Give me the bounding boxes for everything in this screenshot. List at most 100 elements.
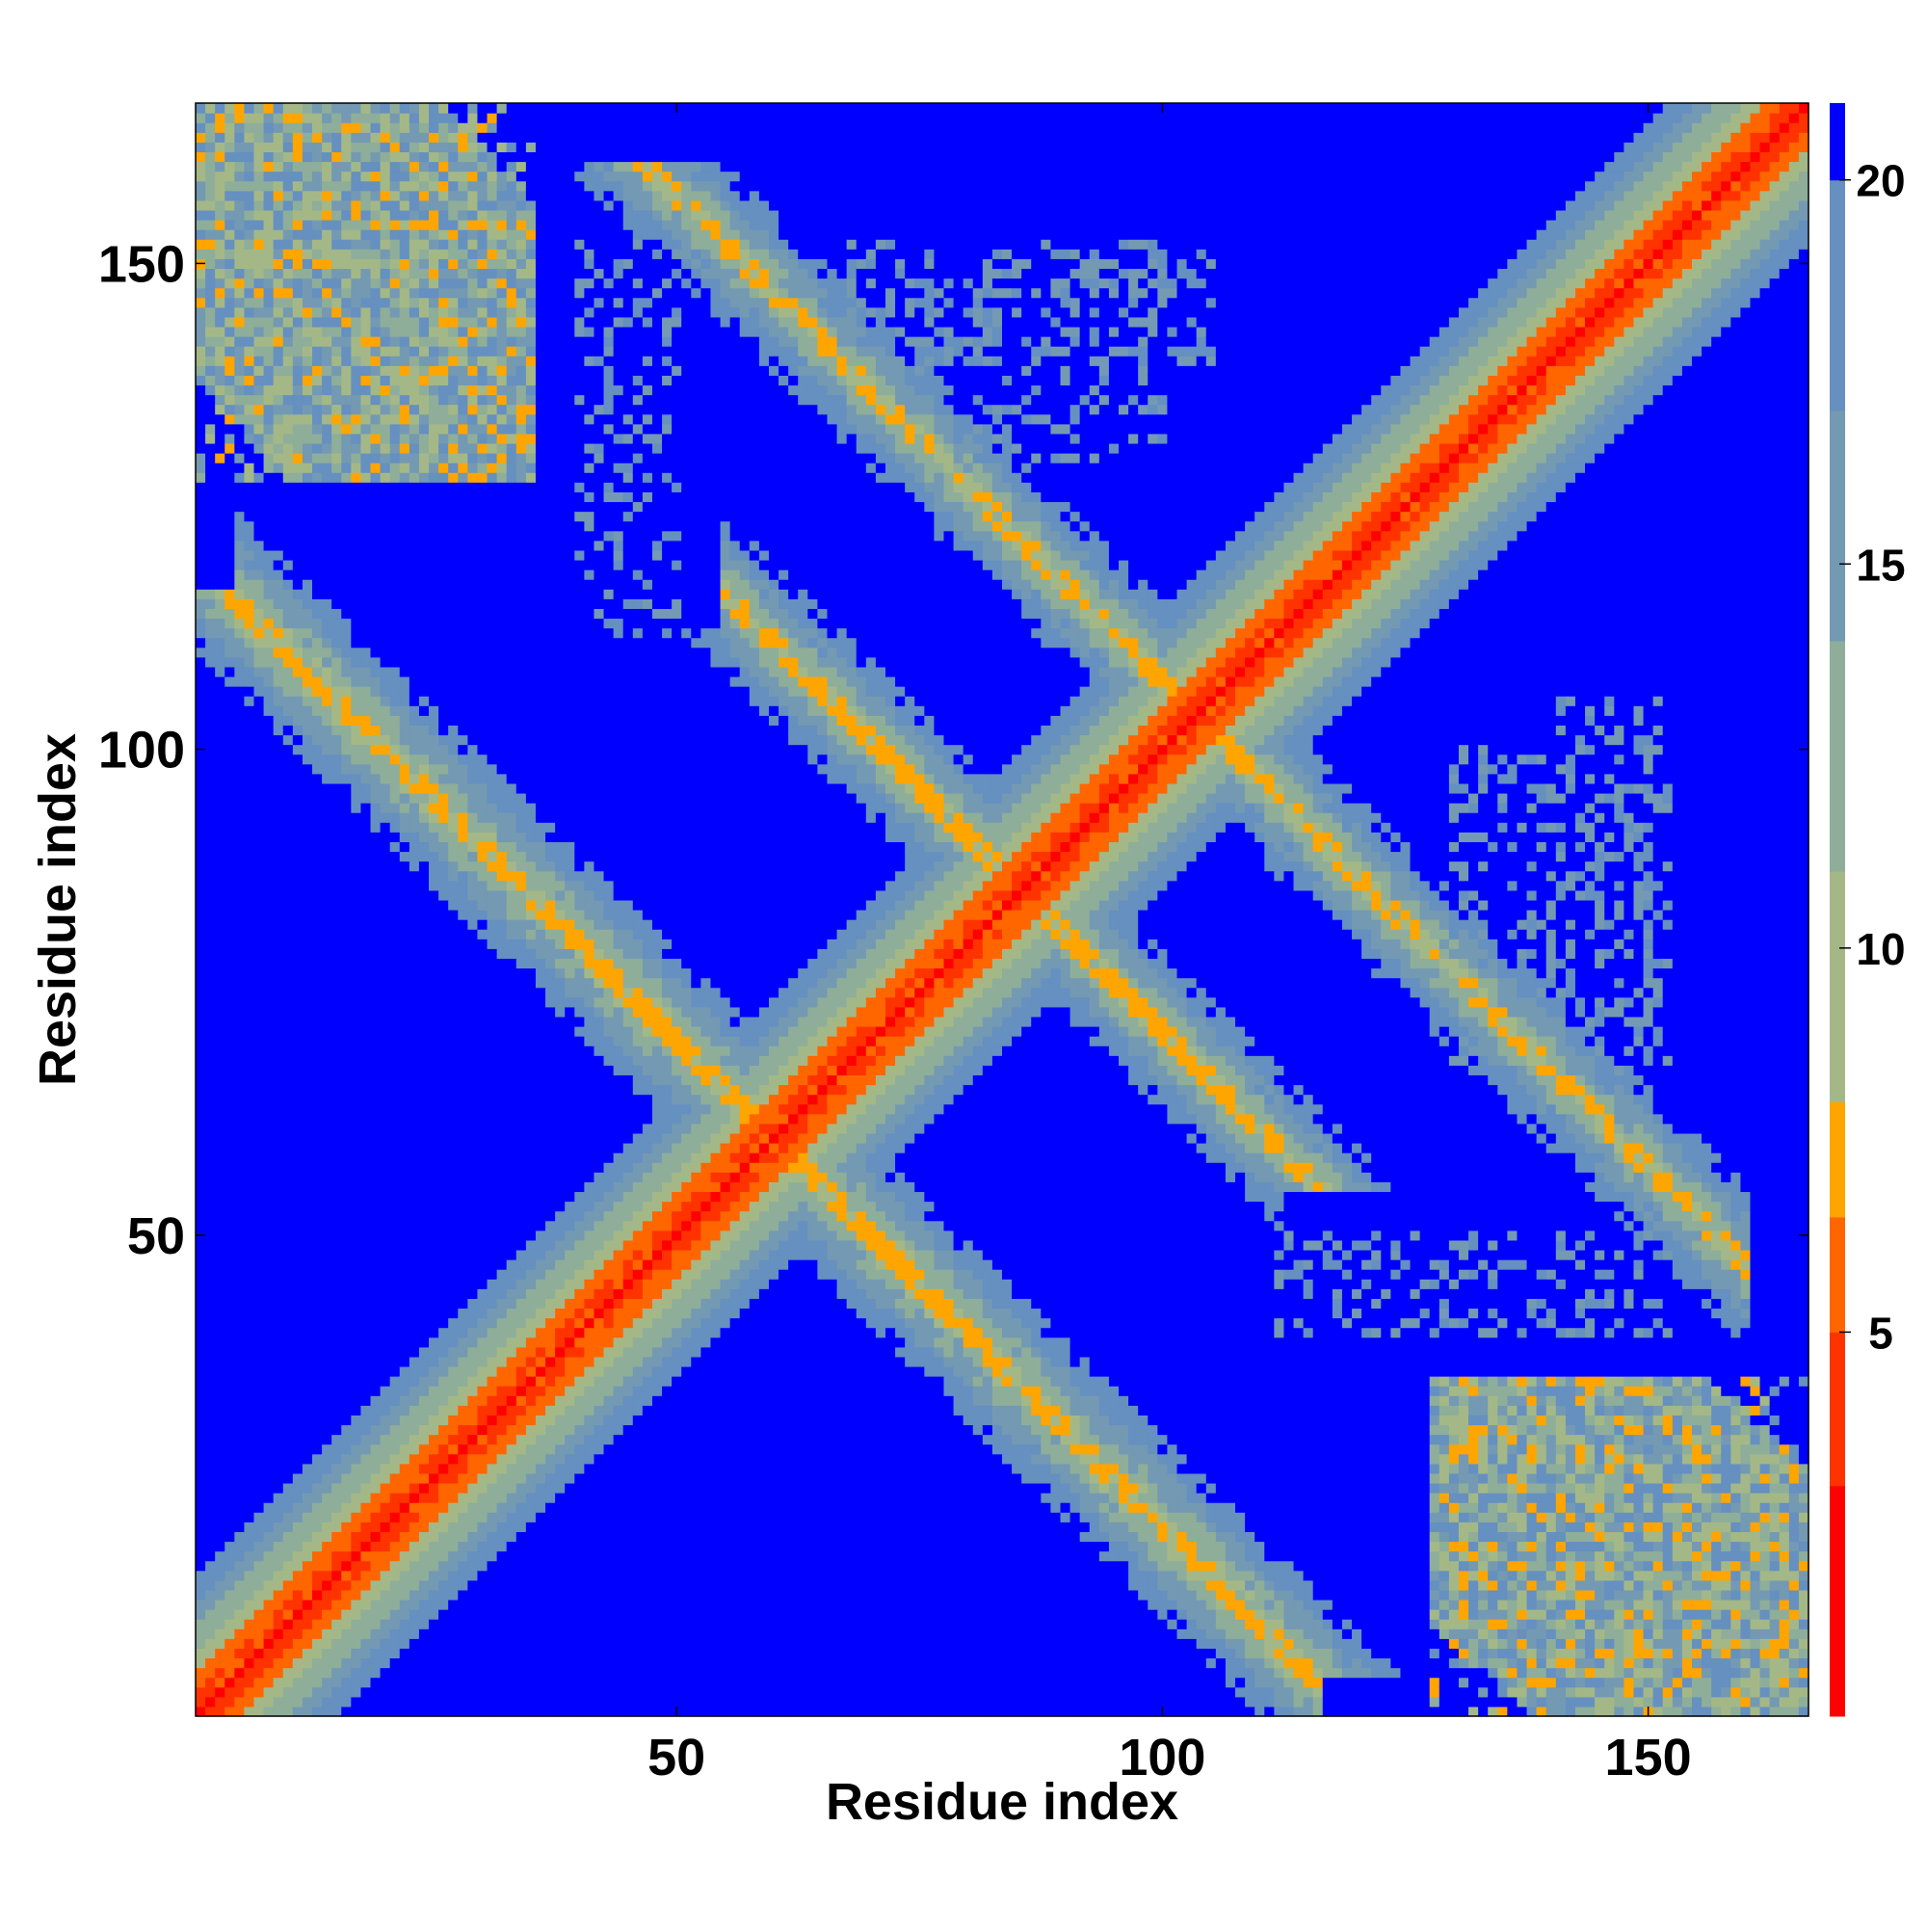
heatmap-cell (293, 113, 304, 123)
heatmap-cell (419, 491, 430, 502)
heatmap-cell (244, 657, 254, 668)
heatmap-cell (458, 1395, 468, 1406)
heatmap-cell (224, 579, 235, 590)
heatmap-cell (283, 191, 294, 201)
heatmap-cell (283, 453, 294, 463)
heatmap-cell (274, 1065, 284, 1075)
heatmap-cell (254, 1095, 265, 1105)
heatmap-cell (312, 841, 323, 852)
heatmap-cell (215, 317, 225, 328)
heatmap-cell (224, 628, 235, 639)
heatmap-cell (312, 1376, 323, 1387)
heatmap-cell (438, 132, 449, 143)
heatmap-cell (215, 1541, 225, 1551)
heatmap-cell (409, 793, 420, 804)
heatmap-cell (381, 268, 391, 278)
heatmap-cell (293, 210, 304, 221)
heatmap-cell (254, 1337, 265, 1348)
heatmap-cell (254, 715, 265, 726)
heatmap-cell (234, 667, 245, 677)
heatmap-cell (351, 512, 361, 522)
heatmap-cell (312, 1357, 323, 1367)
heatmap-cell (244, 210, 254, 221)
heatmap-cell (419, 453, 430, 463)
heatmap-cell (264, 443, 275, 454)
heatmap-cell (381, 628, 391, 639)
heatmap-cell (244, 1376, 254, 1387)
heatmap-cell (322, 453, 332, 463)
heatmap-cell (429, 1191, 439, 1202)
heatmap-cell (244, 249, 254, 259)
heatmap-cell (264, 1085, 275, 1096)
heatmap-cell (448, 268, 459, 278)
heatmap-cell (341, 1026, 352, 1037)
heatmap-cell (224, 715, 235, 726)
heatmap-cell (224, 172, 235, 182)
heatmap-cell (196, 541, 206, 551)
heatmap-cell (360, 1162, 371, 1173)
heatmap-cell (438, 667, 449, 677)
heatmap-cell (205, 491, 216, 502)
heatmap-cell (303, 822, 313, 833)
heatmap-cell (371, 191, 382, 201)
heatmap-cell (293, 1017, 304, 1027)
heatmap-cell (312, 1298, 323, 1309)
heatmap-cell (341, 453, 352, 463)
heatmap-cell (371, 1162, 382, 1173)
heatmap-cell (351, 1279, 361, 1289)
heatmap-cell (283, 1687, 294, 1698)
heatmap-cell (419, 1308, 430, 1318)
heatmap-cell (360, 715, 371, 726)
heatmap-cell (205, 1687, 216, 1698)
heatmap-cell (341, 881, 352, 891)
heatmap-cell (224, 1065, 235, 1075)
heatmap-cell (351, 910, 361, 920)
heatmap-cell (331, 1405, 342, 1416)
heatmap-cell (274, 1074, 284, 1085)
heatmap-cell (322, 618, 332, 628)
heatmap-cell (244, 200, 254, 211)
heatmap-cell (331, 1395, 342, 1406)
heatmap-cell (254, 1074, 265, 1085)
heatmap-cell (458, 919, 468, 930)
heatmap-cell (438, 1269, 449, 1280)
heatmap-cell (264, 298, 275, 308)
heatmap-cell (205, 1288, 216, 1299)
heatmap-cell (419, 1231, 430, 1241)
heatmap-cell (477, 1473, 488, 1484)
heatmap-cell (458, 686, 468, 697)
heatmap-cell (254, 1162, 265, 1173)
heatmap-cell (409, 1580, 420, 1591)
heatmap-cell (477, 1541, 488, 1551)
heatmap-cell (303, 1328, 313, 1338)
heatmap-cell (351, 1318, 361, 1329)
heatmap-cell (458, 1502, 468, 1513)
heatmap-cell (467, 229, 478, 240)
heatmap-cell (224, 1668, 235, 1679)
heatmap-cell (244, 754, 254, 765)
heatmap-cell (448, 890, 459, 901)
heatmap-cell (264, 434, 275, 444)
heatmap-cell (341, 851, 352, 861)
heatmap-cell (303, 200, 313, 211)
heatmap-cell (438, 871, 449, 882)
heatmap-cell (303, 1366, 313, 1377)
heatmap-cell (331, 434, 342, 444)
heatmap-cell (312, 384, 323, 395)
heatmap-cell (312, 375, 323, 385)
heatmap-cell (341, 696, 352, 706)
heatmap-cell (371, 317, 382, 328)
heatmap-cell (429, 1678, 439, 1688)
heatmap-cell (400, 1259, 410, 1270)
heatmap-cell (234, 1045, 245, 1056)
heatmap-cell (196, 1464, 206, 1474)
heatmap-cell (264, 1657, 275, 1668)
heatmap-cell (341, 1405, 352, 1416)
heatmap-cell (283, 365, 294, 376)
heatmap-cell (244, 395, 254, 406)
heatmap-cell (254, 181, 265, 192)
heatmap-cell (274, 365, 284, 376)
heatmap-cell (196, 181, 206, 192)
heatmap-cell (409, 628, 420, 639)
heatmap-cell (312, 861, 323, 872)
